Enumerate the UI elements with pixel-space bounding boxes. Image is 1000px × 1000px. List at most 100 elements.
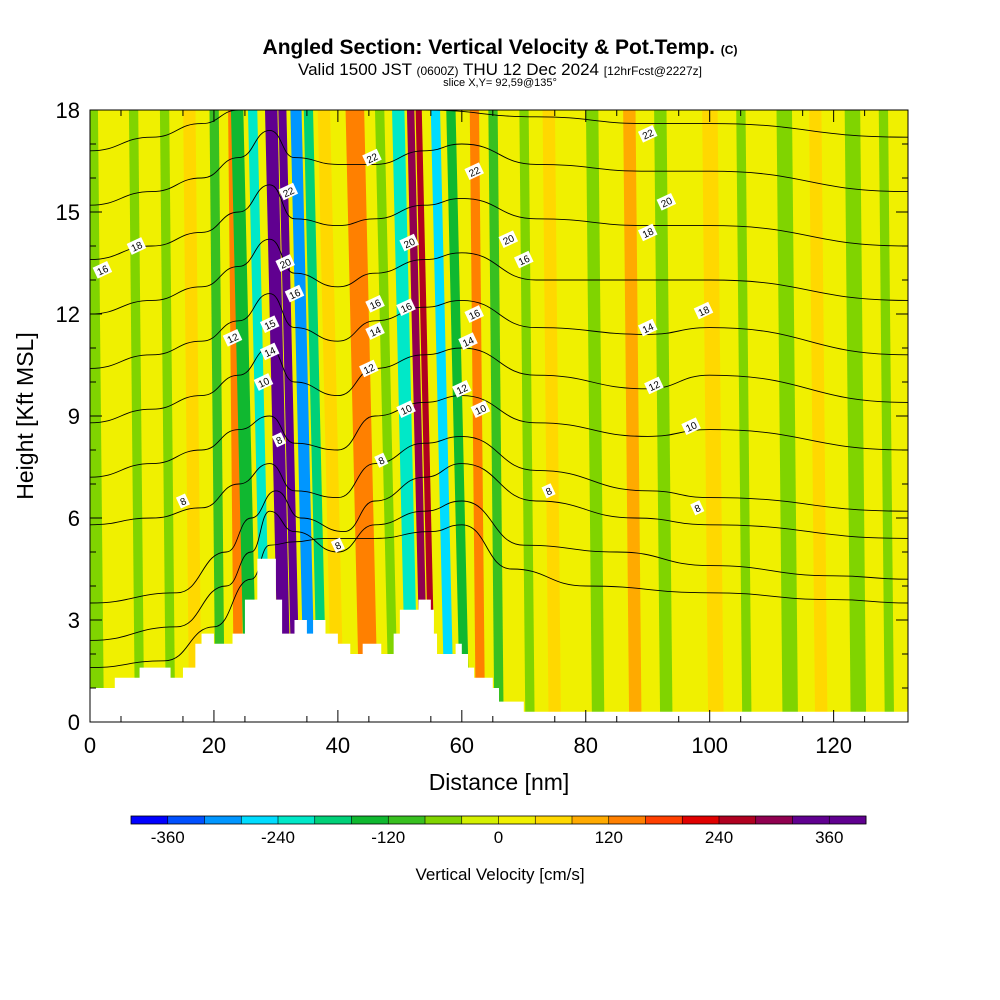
contour-label-1: 8: [271, 432, 287, 448]
velocity-band-5: [209, 110, 225, 722]
contour-label-text: 10: [257, 376, 272, 391]
contour-label-29: 20: [399, 233, 419, 252]
velocity-band-12: [303, 110, 328, 722]
colorbar-swatch-1: [167, 816, 205, 824]
velocity-band-26: [623, 110, 642, 722]
colorbar-tick-label: 360: [815, 828, 843, 847]
contour-label-text: 18: [130, 240, 145, 255]
y-tick-label: 12: [56, 302, 80, 327]
theta-contour-6: [90, 293, 908, 369]
chart-title-text: Angled Section: Vertical Velocity & Pot.…: [262, 36, 715, 59]
contour-label-bg: [399, 233, 419, 252]
contour-label-text: 16: [368, 298, 383, 313]
contour-label-bg: [464, 162, 484, 181]
contour-label-bg: [275, 254, 295, 272]
colorbar-tick-label: -120: [371, 828, 405, 847]
colorbar-swatch-0: [131, 816, 169, 824]
colorbar-swatch-2: [204, 816, 242, 824]
contour-label-text: 8: [179, 496, 189, 509]
x-tick-label: 40: [326, 733, 350, 758]
velocity-band-33: [878, 110, 895, 722]
y-tick-label: 18: [56, 98, 80, 123]
contour-label-bg: [259, 315, 280, 334]
colorbar-swatch-15: [682, 816, 720, 824]
contour-label-text: 14: [461, 335, 476, 350]
x-axis-label: Distance [nm]: [429, 769, 570, 795]
contour-label-text: 10: [684, 420, 699, 435]
colorbar-tick-label: 0: [494, 828, 503, 847]
contour-label-text: 16: [96, 264, 111, 279]
y-tick-label: 3: [68, 608, 80, 633]
contour-label-text: 18: [641, 226, 656, 241]
contour-label-text: 22: [282, 185, 297, 200]
contour-label-bg: [271, 432, 287, 448]
contour-label-19: 16: [92, 260, 113, 279]
axes: 0 20 40 60 80 100 120 0 3 6 9 12 15 18: [56, 98, 908, 758]
x-tick-label: 80: [574, 733, 598, 758]
contour-label-16: 14: [458, 332, 478, 351]
contour-label-bg: [470, 400, 491, 419]
contour-label-bg: [690, 500, 705, 516]
contour-label-15: 14: [365, 322, 385, 340]
velocity-band-18: [415, 110, 436, 722]
velocity-band-32: [844, 110, 867, 722]
contour-label-text: 15: [263, 318, 278, 333]
contour-label-bg: [637, 318, 658, 337]
contour-label-23: 16: [464, 305, 484, 323]
contour-label-17: 14: [637, 318, 658, 337]
contour-label-text: 8: [544, 486, 554, 499]
contour-label-bg: [693, 301, 714, 320]
contour-label-25: 18: [126, 237, 147, 255]
velocity-band-6: [228, 110, 244, 722]
velocity-band-1: [108, 110, 128, 722]
colorbar: -360 -240 -120 0 120 240 360: [130, 815, 867, 847]
contour-label-text: 14: [641, 321, 656, 336]
contour-label-text: 8: [334, 540, 344, 553]
chart-subtitle: Valid 1500 JST (0600Z) THU 12 Dec 2024 […: [0, 60, 1000, 80]
theta-contour-4: [90, 395, 908, 478]
contour-label-8: 10: [470, 400, 491, 419]
colorbar-swatch-3: [241, 816, 279, 824]
contour-label-text: 16: [467, 308, 482, 323]
x-tick-label: 60: [450, 733, 474, 758]
contour-label-6: 10: [253, 373, 274, 391]
contour-label-14: 14: [259, 342, 280, 361]
velocity-band-30: [776, 110, 799, 722]
contour-label-30: 20: [498, 230, 519, 249]
velocity-band-3: [159, 110, 176, 722]
contour-label-bg: [374, 452, 389, 468]
contour-label-bg: [541, 483, 556, 499]
velocity-band-11: [290, 110, 316, 722]
x-tick-label: 120: [815, 733, 852, 758]
y-tick-label: 15: [56, 200, 80, 225]
velocity-band-25: [585, 110, 605, 722]
contour-label-3: 8: [374, 452, 389, 468]
contour-label-10: 12: [222, 328, 243, 347]
contour-label-text: 8: [275, 435, 285, 448]
theta-contour-2: [90, 463, 908, 604]
slice-info: slice X,Y= 92,59@135°: [443, 77, 557, 89]
contour-label-bg: [681, 417, 701, 436]
contour-label-bg: [284, 284, 305, 303]
contour-label-bg: [514, 250, 534, 269]
contour-label-text: 8: [693, 503, 703, 516]
contour-label-33: 22: [362, 148, 382, 167]
contour-label-bg: [253, 373, 274, 391]
contour-label-text: 20: [660, 196, 675, 211]
y-axis-label: Height [Kft MSL]: [12, 332, 38, 499]
contour-label-bg: [396, 298, 416, 317]
contour-label-bg: [92, 260, 113, 279]
contour-label-24: 16: [514, 250, 534, 269]
contour-label-32: 22: [278, 182, 299, 201]
contour-label-bg: [330, 537, 345, 553]
valid-time: Valid 1500 JST: [298, 60, 412, 79]
colorbar-swatch-4: [278, 816, 316, 824]
colorbar-swatch-7: [388, 816, 426, 824]
contour-label-bg: [365, 322, 385, 340]
theta-contour-10: [90, 110, 908, 152]
velocity-band-2: [128, 110, 145, 722]
velocity-band-4: [183, 110, 202, 722]
contour-label-bg: [278, 182, 299, 201]
x-tick-label: 100: [691, 733, 728, 758]
contour-label-text: 18: [697, 304, 712, 319]
